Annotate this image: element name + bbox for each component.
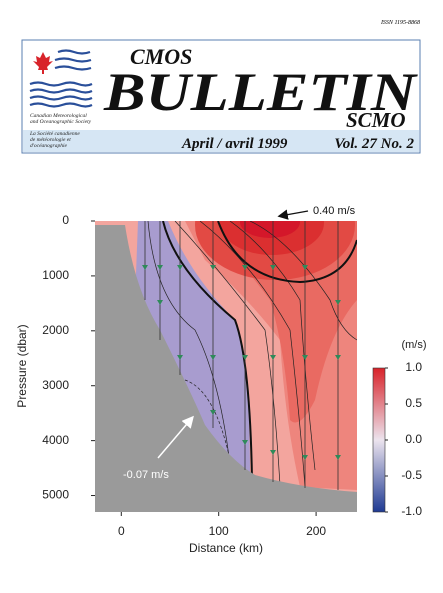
annotation: 0.40 m/s (313, 205, 356, 217)
scmo: SCMO (346, 108, 406, 132)
masthead-band (23, 130, 419, 152)
society-fr: La Société canadienne (29, 131, 80, 137)
x-tick-label: 100 (209, 524, 229, 538)
y-tick-label: 2000 (42, 323, 69, 337)
colorbar-tick-label: 1.0 (405, 360, 422, 374)
section-plot (95, 221, 357, 512)
y-tick-label: 3000 (42, 378, 69, 392)
colorbar-tick-label: -0.5 (401, 468, 422, 482)
x-tick-label: 200 (306, 524, 326, 538)
y-tick-label: 4000 (42, 433, 69, 447)
volume: Vol. 27 No. 2 (334, 136, 414, 152)
issn: ISSN 1195-8868 (380, 20, 420, 26)
annotation-arrow (157, 415, 194, 459)
colorbar-label: (m/s) (401, 339, 426, 351)
annotation-arrow (277, 209, 309, 220)
society-en: and Oceanographic Society (30, 119, 92, 125)
colorbar (372, 367, 386, 513)
colorbar-tick-label: 0.5 (405, 396, 422, 410)
society-fr: de météorologie et (30, 137, 71, 143)
y-tick-label: 1000 (42, 268, 69, 282)
x-tick-label: 0 (118, 524, 125, 538)
society-fr: d'océanographie (30, 143, 67, 149)
y-tick-label: 5000 (42, 488, 69, 502)
society-en: Canadian Meteorological (30, 113, 87, 119)
colorbar-tick-label: -1.0 (401, 504, 422, 518)
cmos: CMOS (130, 44, 192, 69)
y-tick-label: 0 (62, 213, 69, 227)
x-axis-label: Distance (km) (189, 541, 263, 555)
issue-date: April / avril 1999 (181, 136, 288, 152)
colorbar-tick-label: 0.0 (405, 432, 422, 446)
axes: 0 1000 2000 3000 4000 5000 0 100 200 1.0 0.5 0.0 -0.… (42, 213, 422, 538)
bulletin: BULLETIN (103, 62, 418, 122)
y-axis-label: Pressure (dbar) (15, 324, 29, 407)
logo (29, 49, 93, 108)
annotation: -0.07 m/s (123, 469, 169, 481)
